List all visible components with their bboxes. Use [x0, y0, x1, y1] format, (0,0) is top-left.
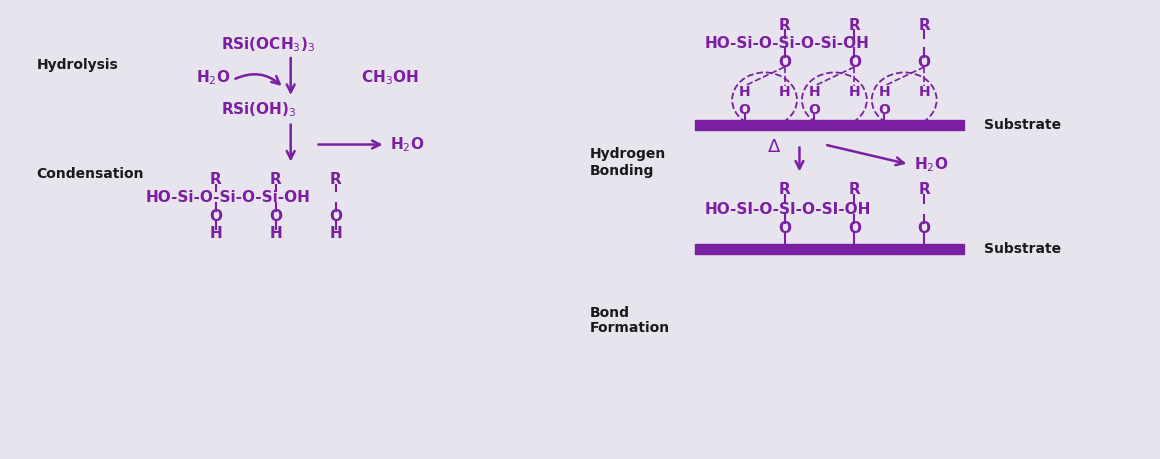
Text: H: H	[739, 85, 751, 99]
Text: H$_2$O: H$_2$O	[196, 68, 231, 87]
Text: H: H	[210, 226, 223, 241]
Text: O: O	[739, 103, 751, 117]
Text: CH$_3$OH: CH$_3$OH	[361, 68, 419, 87]
Text: O: O	[778, 220, 791, 235]
Text: RSi(OCH$_3$)$_3$: RSi(OCH$_3$)$_3$	[220, 36, 316, 55]
Text: HO-Si-O-Si-O-Si-OH: HO-Si-O-Si-O-Si-OH	[705, 36, 870, 50]
Text: O: O	[918, 55, 930, 69]
Text: O: O	[778, 55, 791, 69]
Text: O: O	[269, 208, 282, 224]
Text: H: H	[778, 85, 790, 99]
Text: Condensation: Condensation	[36, 168, 144, 181]
Text: HO-Si-O-Si-O-Si-OH: HO-Si-O-Si-O-Si-OH	[146, 190, 311, 205]
Text: O: O	[848, 220, 861, 235]
Text: O: O	[918, 220, 930, 235]
Text: O: O	[209, 208, 223, 224]
Text: R: R	[778, 18, 790, 33]
Text: H$_2$O: H$_2$O	[914, 155, 949, 174]
Text: Bonding: Bonding	[590, 164, 654, 179]
Text: H: H	[269, 226, 282, 241]
Text: R: R	[210, 172, 222, 187]
Text: R: R	[778, 182, 790, 197]
Text: Hydrogen: Hydrogen	[590, 147, 666, 162]
Text: Formation: Formation	[590, 321, 670, 336]
Text: Substrate: Substrate	[984, 118, 1061, 132]
Bar	[695, 120, 964, 129]
Text: O: O	[878, 103, 890, 117]
Text: R: R	[848, 18, 861, 33]
Text: Hydrolysis: Hydrolysis	[36, 58, 118, 72]
Text: H: H	[878, 85, 890, 99]
Text: O: O	[329, 208, 342, 224]
Text: O: O	[809, 103, 820, 117]
Text: H: H	[848, 85, 861, 99]
Text: HO-SI-O-SI-O-SI-OH: HO-SI-O-SI-O-SI-OH	[705, 202, 871, 217]
FancyArrowPatch shape	[235, 74, 280, 84]
Text: H: H	[329, 226, 342, 241]
Bar	[695, 244, 964, 254]
Text: R: R	[270, 172, 282, 187]
Text: R: R	[919, 182, 930, 197]
Text: R: R	[329, 172, 341, 187]
Text: H$_2$O: H$_2$O	[391, 135, 425, 154]
Text: H: H	[919, 85, 930, 99]
Text: Bond: Bond	[590, 307, 630, 320]
Text: R: R	[919, 18, 930, 33]
Text: Substrate: Substrate	[984, 242, 1061, 256]
Text: H: H	[809, 85, 820, 99]
Text: Δ: Δ	[768, 138, 781, 156]
Text: O: O	[848, 55, 861, 69]
Text: RSi(OH)$_3$: RSi(OH)$_3$	[220, 101, 297, 119]
Text: R: R	[848, 182, 861, 197]
